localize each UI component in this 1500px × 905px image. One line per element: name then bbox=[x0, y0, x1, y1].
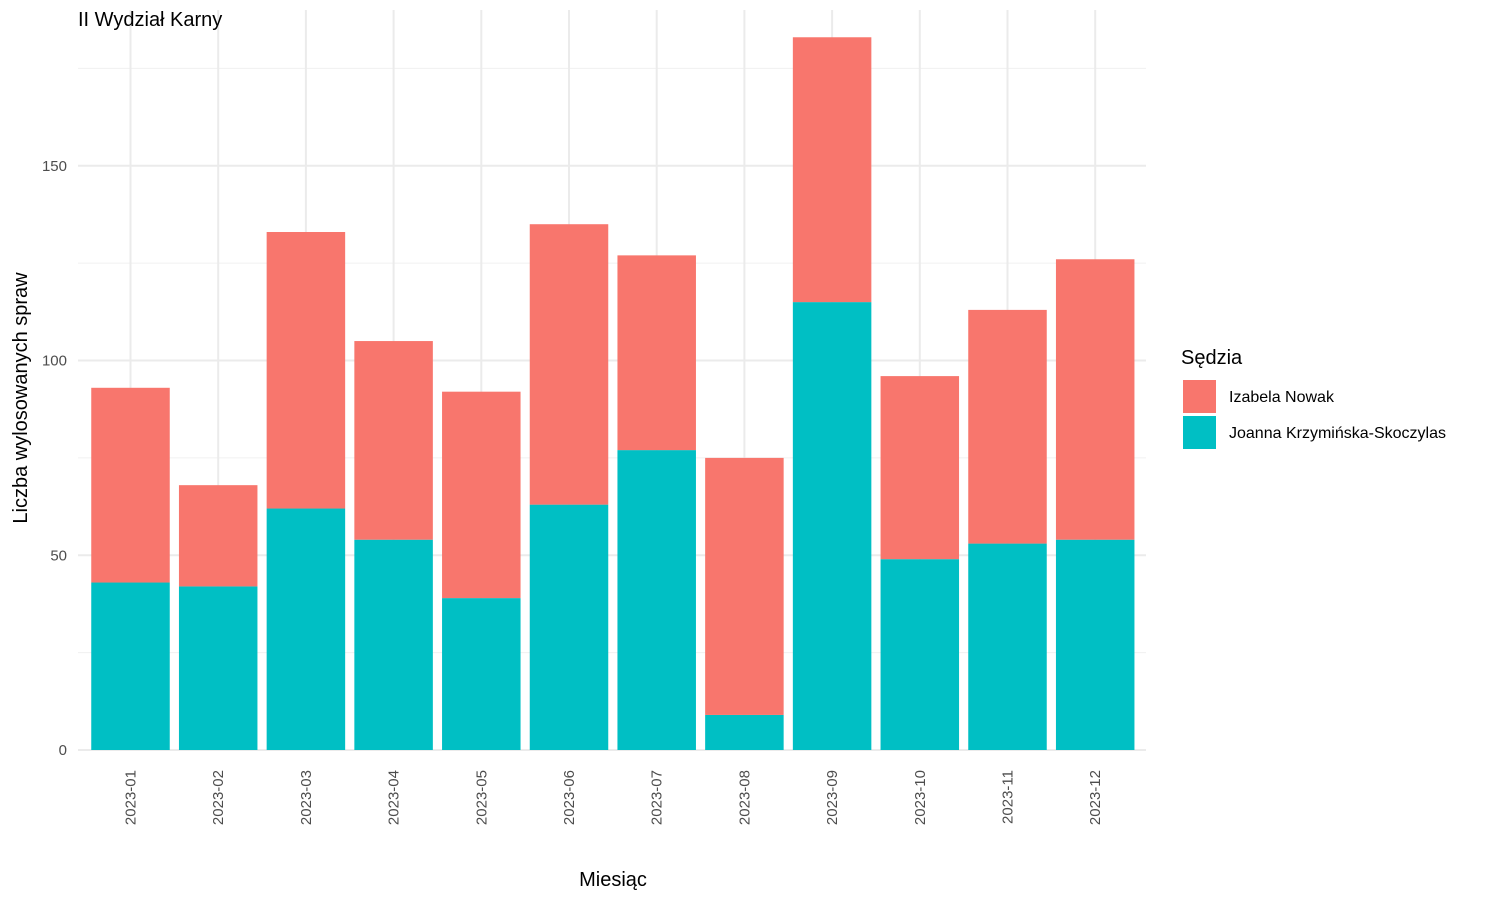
bar-2023-07-series-1 bbox=[617, 255, 696, 451]
bar-2023-03-series-0 bbox=[266, 508, 346, 750]
bar-2023-12-series-1 bbox=[1055, 259, 1135, 540]
y-tick-label: 50 bbox=[50, 547, 67, 564]
x-tick-label: 2023-06 bbox=[561, 770, 578, 825]
bar-2023-06-series-1 bbox=[529, 224, 609, 505]
bar-2023-04-series-0 bbox=[354, 539, 433, 750]
bar-2023-08-series-0 bbox=[705, 714, 784, 750]
bars-layer bbox=[91, 37, 1135, 750]
x-tick-label: 2023-12 bbox=[1087, 770, 1104, 825]
x-tick-label: 2023-10 bbox=[912, 770, 929, 825]
bar-2023-04-series-1 bbox=[354, 341, 433, 540]
bar-2023-05-series-0 bbox=[442, 598, 521, 750]
y-tick-label: 100 bbox=[42, 353, 67, 370]
bar-2023-10-series-1 bbox=[880, 376, 960, 560]
bar-2023-02-series-1 bbox=[178, 485, 258, 587]
legend-key bbox=[1183, 380, 1216, 413]
x-tick-label: 2023-11 bbox=[1000, 770, 1017, 824]
bar-2023-11-series-0 bbox=[968, 543, 1047, 750]
y-tick-label: 0 bbox=[59, 742, 67, 759]
chart-title: II Wydział Karny bbox=[78, 9, 222, 31]
axis-layer: 0 50 100 150 2023-01 2023-02 2023-03 2023-04 202… bbox=[42, 158, 1104, 825]
bar-2023-06-series-0 bbox=[529, 504, 609, 750]
x-tick-label: 2023-09 bbox=[824, 770, 841, 825]
x-tick-label: 2023-05 bbox=[473, 770, 490, 825]
x-tick-label: 2023-03 bbox=[298, 770, 315, 825]
legend-title: Sędzia bbox=[1181, 347, 1243, 369]
x-tick-label: 2023-07 bbox=[649, 770, 666, 825]
bar-2023-01-series-0 bbox=[91, 582, 170, 750]
bar-2023-01-series-1 bbox=[91, 387, 170, 583]
bar-2023-03-series-1 bbox=[266, 232, 346, 509]
legend-label: Izabela Nowak bbox=[1229, 389, 1335, 406]
bar-2023-02-series-0 bbox=[178, 586, 258, 750]
legend: Sędzia Izabela Nowak Joanna Krzymińska-Sk… bbox=[1181, 347, 1446, 449]
bar-2023-10-series-0 bbox=[880, 559, 960, 750]
legend-items: Izabela Nowak Joanna Krzymińska-Skoczylas bbox=[1183, 380, 1446, 449]
x-tick-label: 2023-02 bbox=[210, 770, 227, 825]
bar-2023-12-series-0 bbox=[1055, 539, 1135, 750]
bar-2023-05-series-1 bbox=[442, 391, 521, 599]
bar-2023-07-series-0 bbox=[617, 450, 696, 750]
x-axis-title: Miesiąc bbox=[579, 869, 647, 891]
x-tick-label: 2023-08 bbox=[736, 770, 753, 825]
y-tick-label: 150 bbox=[42, 158, 67, 175]
bar-2023-09-series-1 bbox=[792, 37, 872, 303]
legend-key bbox=[1183, 416, 1216, 449]
legend-label: Joanna Krzymińska-Skoczylas bbox=[1229, 425, 1446, 442]
y-axis-title: Liczba wylosowanych spraw bbox=[10, 272, 32, 524]
bar-2023-08-series-1 bbox=[705, 457, 784, 715]
bar-2023-09-series-0 bbox=[792, 302, 872, 750]
x-tick-label: 2023-04 bbox=[386, 770, 403, 825]
bar-2023-11-series-1 bbox=[968, 309, 1047, 544]
x-tick-label: 2023-01 bbox=[123, 770, 140, 825]
